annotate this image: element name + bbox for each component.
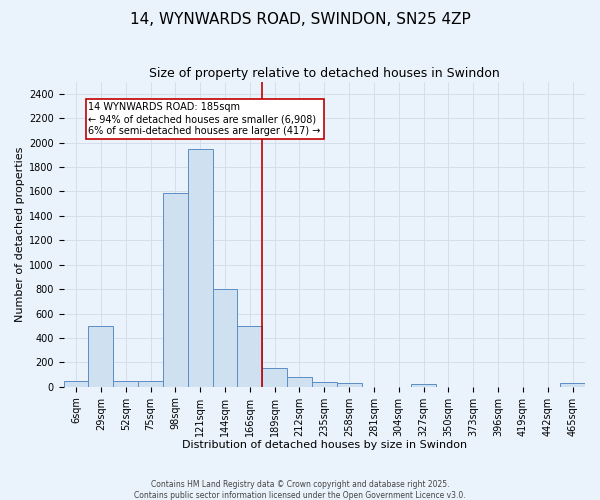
Text: 14, WYNWARDS ROAD, SWINDON, SN25 4ZP: 14, WYNWARDS ROAD, SWINDON, SN25 4ZP <box>130 12 470 28</box>
X-axis label: Distribution of detached houses by size in Swindon: Distribution of detached houses by size … <box>182 440 467 450</box>
Bar <box>337 383 362 386</box>
Bar <box>212 289 238 386</box>
Bar <box>163 192 188 386</box>
Bar <box>287 377 312 386</box>
Bar <box>411 384 436 386</box>
Bar <box>262 368 287 386</box>
Bar <box>88 326 113 386</box>
Text: Contains HM Land Registry data © Crown copyright and database right 2025.
Contai: Contains HM Land Registry data © Crown c… <box>134 480 466 500</box>
Bar <box>188 149 212 386</box>
Y-axis label: Number of detached properties: Number of detached properties <box>15 146 25 322</box>
Bar <box>238 326 262 386</box>
Bar <box>113 380 138 386</box>
Bar <box>138 380 163 386</box>
Bar <box>560 383 585 386</box>
Bar <box>64 380 88 386</box>
Bar <box>312 382 337 386</box>
Text: 14 WYNWARDS ROAD: 185sqm
← 94% of detached houses are smaller (6,908)
6% of semi: 14 WYNWARDS ROAD: 185sqm ← 94% of detach… <box>88 102 321 136</box>
Title: Size of property relative to detached houses in Swindon: Size of property relative to detached ho… <box>149 68 500 80</box>
